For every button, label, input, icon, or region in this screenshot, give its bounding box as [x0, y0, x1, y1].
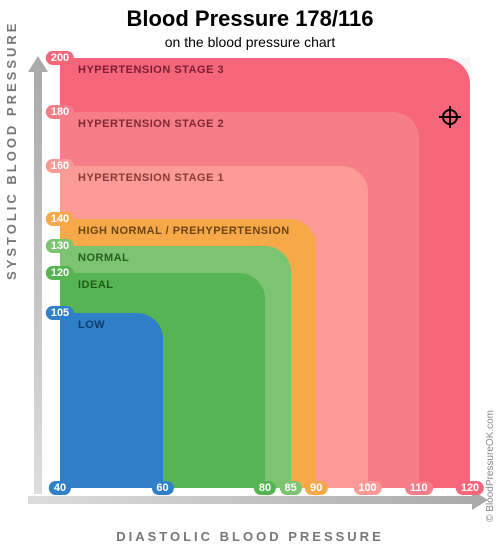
x-tick: 90 [305, 481, 327, 495]
y-tick: 130 [46, 239, 74, 253]
chart-title: Blood Pressure 178/116 [0, 6, 500, 32]
y-tick: 105 [46, 306, 74, 320]
bp-chart: HYPERTENSION STAGE 3 HYPERTENSION STAGE 2… [60, 58, 470, 488]
x-tick: 100 [353, 481, 381, 495]
x-tick: 80 [254, 481, 276, 495]
zone-label: NORMAL [78, 252, 129, 264]
zone-label: HIGH NORMAL / PREHYPERTENSION [78, 225, 290, 237]
y-axis-label: SYSTOLIC BLOOD PRESSURE [4, 21, 19, 280]
y-tick: 140 [46, 212, 74, 226]
x-tick: 85 [280, 481, 302, 495]
title-block: Blood Pressure 178/116 on the blood pres… [0, 0, 500, 50]
x-tick: 40 [49, 481, 71, 495]
zone-label: HYPERTENSION STAGE 3 [78, 64, 224, 76]
x-axis-label: DIASTOLIC BLOOD PRESSURE [0, 529, 500, 544]
y-tick: 120 [46, 266, 74, 280]
x-tick: 60 [151, 481, 173, 495]
zone-label: LOW [78, 319, 105, 331]
y-tick: 160 [46, 159, 74, 173]
zone-label: IDEAL [78, 279, 114, 291]
zone-label: HYPERTENSION STAGE 2 [78, 118, 224, 130]
reading-marker-icon [439, 106, 461, 128]
chart-subtitle: on the blood pressure chart [0, 34, 500, 50]
y-tick: 180 [46, 105, 74, 119]
credit-text: © BloodPressureOK.com [485, 410, 496, 522]
zone-low [60, 313, 163, 488]
y-axis-arrow-icon [28, 56, 48, 494]
x-tick: 110 [405, 481, 433, 495]
y-tick: 200 [46, 51, 74, 65]
x-tick: 120 [456, 481, 484, 495]
zone-label: HYPERTENSION STAGE 1 [78, 172, 224, 184]
